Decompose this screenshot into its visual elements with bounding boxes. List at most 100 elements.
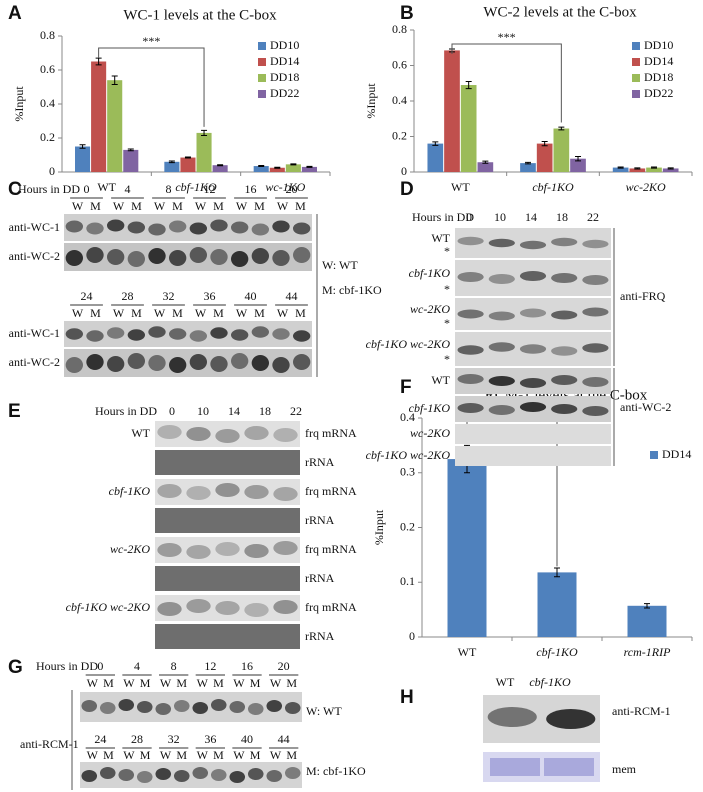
- row-label: frq mRNA: [305, 600, 357, 614]
- hour-label: 22: [587, 210, 599, 224]
- blot-band: [272, 250, 290, 266]
- y-tick-label: 0.1: [400, 574, 415, 588]
- lane-label: M: [250, 676, 261, 690]
- error-bar: [644, 603, 650, 609]
- bar: [269, 167, 285, 172]
- lane-label: M: [140, 748, 151, 762]
- blot-band: [488, 342, 515, 352]
- blot: [80, 692, 302, 722]
- blot-band: [192, 702, 209, 714]
- y-tick-label: 0.4: [392, 93, 407, 107]
- blot-band: [148, 248, 166, 264]
- bar: [301, 166, 317, 172]
- lane-label: W: [87, 748, 99, 762]
- blot-band: [157, 425, 182, 439]
- lane-label: M: [213, 748, 224, 762]
- blot-band: [582, 377, 609, 387]
- bar: [107, 80, 123, 172]
- blot-band: [118, 769, 135, 781]
- error-bar: [667, 167, 674, 170]
- hour-label: 44: [278, 732, 290, 746]
- bar: [253, 166, 269, 172]
- lane-label: M: [250, 748, 261, 762]
- blot-band: [284, 702, 301, 714]
- lane-label: W: [197, 748, 209, 762]
- bar: [164, 161, 180, 172]
- y-tick-label: 0.2: [392, 128, 407, 142]
- blot-band: [99, 702, 116, 714]
- hour-label: 16: [241, 659, 253, 673]
- blot-band: [210, 249, 228, 265]
- blot-band: [582, 239, 609, 249]
- y-axis-label: %Input: [372, 509, 386, 545]
- blot-band: [519, 308, 547, 318]
- blot-band: [488, 311, 515, 321]
- lane-label: WT: [496, 675, 515, 689]
- y-tick-label: 0: [409, 629, 415, 643]
- hour-label: 32: [168, 732, 180, 746]
- bar: [627, 605, 667, 637]
- hour-label: 24: [94, 732, 106, 746]
- hour-label: 8: [171, 659, 177, 673]
- y-tick-label: 0.3: [400, 465, 415, 479]
- bar: [477, 162, 494, 172]
- y-tick-label: 0: [401, 164, 407, 178]
- error-bar: [111, 75, 118, 85]
- blot-band: [210, 219, 228, 232]
- blot-band: [519, 378, 547, 388]
- row-label: anti-RCM-1: [612, 704, 671, 718]
- blot-band: [86, 222, 104, 235]
- blot-band: [65, 250, 84, 266]
- blot-band: [247, 703, 264, 715]
- blot-band: [210, 699, 227, 711]
- asterisk: *: [444, 244, 450, 258]
- blot-band: [168, 328, 187, 340]
- hour-label: 8: [166, 182, 172, 196]
- x-tick-label: wc-1KO: [265, 180, 305, 194]
- blot-band: [551, 346, 578, 356]
- lane-label: W: [154, 199, 166, 213]
- hours-label: Hours in DD: [18, 182, 80, 196]
- blot-band: [106, 219, 125, 232]
- hour-label: 14: [525, 210, 537, 224]
- strain-label: WT: [431, 373, 450, 387]
- hour-label: 10: [197, 404, 209, 418]
- blot-band: [251, 223, 270, 236]
- hour-label: 20: [286, 182, 298, 196]
- blot-band: [157, 543, 182, 557]
- hour-label: 4: [125, 182, 131, 196]
- x-tick-label: cbf-1KO: [536, 645, 578, 659]
- blot-band: [186, 486, 211, 500]
- row-label: frq mRNA: [305, 484, 357, 498]
- blot-band: [65, 328, 84, 340]
- legend-swatch: [632, 42, 640, 50]
- row-label: rRNA: [305, 571, 335, 585]
- hours-label: Hours in DD: [412, 210, 474, 224]
- y-tick-label: 0.4: [40, 96, 55, 110]
- blot-band: [230, 221, 249, 234]
- legend-swatch: [632, 74, 640, 82]
- legend-swatch: [632, 58, 640, 66]
- strain-label: cbf-1KO: [409, 266, 451, 280]
- blot: [80, 762, 302, 788]
- blot-band: [551, 237, 578, 247]
- blot-band: [215, 483, 240, 497]
- bar: [196, 132, 212, 172]
- blot-band: [210, 327, 228, 339]
- bar: [75, 146, 91, 172]
- blot-band: [292, 330, 311, 342]
- bar: [91, 61, 107, 172]
- lane-label: M: [213, 676, 224, 690]
- bar: [427, 143, 444, 172]
- lane-label: M: [172, 306, 183, 320]
- blot-band: [266, 700, 283, 712]
- blot-band: [99, 767, 116, 779]
- lane-label: W: [113, 199, 125, 213]
- row-label: rRNA: [305, 513, 335, 527]
- lane-label: W: [236, 306, 248, 320]
- strain-label: cbf-1KO wc-2KO: [366, 337, 451, 351]
- lane-label: W: [72, 199, 84, 213]
- lane-label: M: [213, 306, 224, 320]
- legend-swatch: [650, 451, 658, 459]
